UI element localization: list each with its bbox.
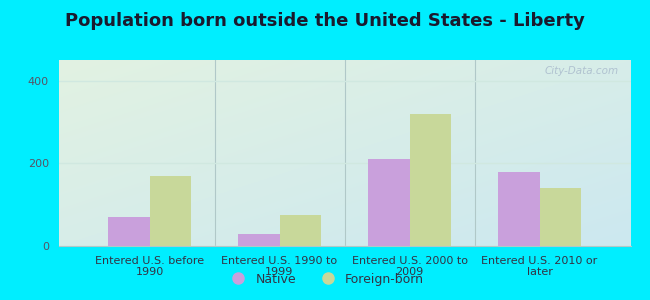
Legend: Native, Foreign-born: Native, Foreign-born: [221, 268, 429, 291]
Bar: [410, 114, 451, 246]
Bar: [368, 159, 410, 246]
Bar: [498, 172, 540, 246]
Text: Population born outside the United States - Liberty: Population born outside the United State…: [65, 12, 585, 30]
Bar: [280, 215, 321, 246]
Bar: [540, 188, 581, 246]
Bar: [150, 176, 191, 246]
Bar: [108, 217, 150, 246]
Bar: [238, 234, 280, 246]
Text: City-Data.com: City-Data.com: [545, 66, 619, 76]
